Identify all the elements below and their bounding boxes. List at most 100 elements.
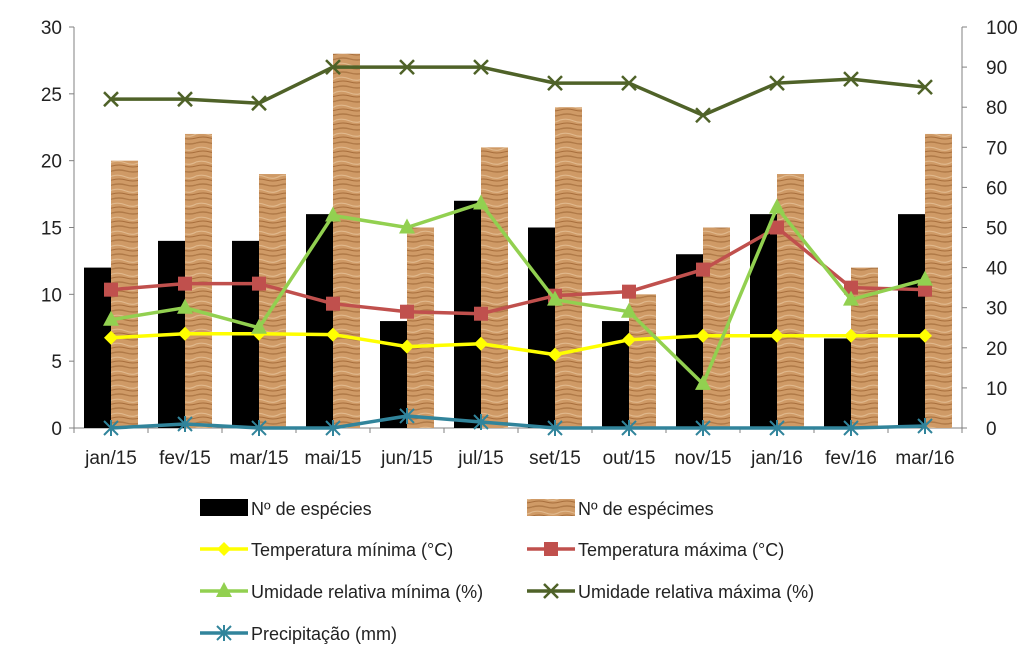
line-marker <box>844 280 858 295</box>
line-marker <box>252 276 266 291</box>
line-marker <box>103 310 119 326</box>
bar-especimes <box>333 53 360 428</box>
x-tick-label: out/15 <box>603 448 656 469</box>
y-right-tick-label: 30 <box>986 299 1007 320</box>
y-right-tick-label: 60 <box>986 178 1007 199</box>
series-Umidade relativa mínima (%) <box>103 194 933 390</box>
line-marker <box>251 95 267 112</box>
line-marker <box>474 306 488 321</box>
legend-item: Nº de espécimes <box>527 499 714 519</box>
line-marker <box>400 339 414 354</box>
line-marker <box>621 302 637 318</box>
line-marker <box>544 542 558 556</box>
y-left-tick-label: 10 <box>41 285 62 306</box>
x-tick-label: jun/15 <box>380 448 433 469</box>
bar-especies <box>898 214 925 428</box>
legend-label: Temperatura mínima (°C) <box>251 540 453 560</box>
line-marker <box>769 198 785 214</box>
line-marker <box>177 298 193 314</box>
y-right-tick-label: 20 <box>986 339 1007 360</box>
line-marker <box>547 290 563 306</box>
line-marker <box>104 282 118 297</box>
series-Temperatura máxima (°C) <box>104 220 932 321</box>
line-marker <box>547 420 563 436</box>
y-left-tick-label: 5 <box>51 352 62 373</box>
line-marker <box>621 420 637 436</box>
line-marker <box>399 218 415 234</box>
lines-layer <box>103 59 933 436</box>
y-left-tick-label: 25 <box>41 85 62 106</box>
line-marker <box>473 194 489 210</box>
legend-item: Precipitação (mm) <box>200 624 397 644</box>
line-marker <box>695 420 711 436</box>
bar-especimes <box>555 107 582 428</box>
line-marker <box>622 332 636 347</box>
line-marker <box>543 583 559 599</box>
line-marker <box>695 107 711 124</box>
legend-label: Temperatura máxima (°C) <box>578 540 784 560</box>
line-marker <box>917 79 933 96</box>
line-marker <box>918 282 932 297</box>
bar-especimes <box>259 174 286 428</box>
line-marker <box>103 91 119 108</box>
line-marker <box>844 328 858 343</box>
y-right-tick-label: 90 <box>986 58 1007 79</box>
legend-item: Nº de espécies <box>200 499 372 519</box>
legend-swatch <box>200 499 248 516</box>
bars-layer <box>84 53 952 429</box>
line-marker <box>769 75 785 92</box>
legend-label: Nº de espécimes <box>578 499 714 519</box>
series-line <box>110 414 926 430</box>
bar-especies <box>676 254 703 428</box>
line-marker <box>473 413 489 430</box>
line-marker <box>325 420 341 436</box>
line-marker <box>103 420 119 436</box>
line-marker <box>621 75 637 92</box>
line-marker <box>216 582 232 597</box>
series-line <box>110 201 926 386</box>
x-tick-label: mai/15 <box>304 448 361 469</box>
y-left-tick-label: 20 <box>41 152 62 173</box>
line-marker <box>178 326 192 341</box>
legend-label: Umidade relativa máxima (%) <box>578 582 814 602</box>
y-right-tick-label: 0 <box>986 419 997 440</box>
series-line <box>110 332 925 357</box>
bar-especies <box>750 214 777 428</box>
line-marker <box>216 625 232 641</box>
series-line <box>111 65 926 117</box>
bar-especimes <box>407 227 434 428</box>
line-marker <box>696 328 710 343</box>
line-marker <box>474 336 488 351</box>
line-marker <box>843 290 859 306</box>
line-marker <box>473 59 489 75</box>
y-right-tick-label: 50 <box>986 219 1007 240</box>
line-marker <box>326 296 340 311</box>
x-tick-label: nov/15 <box>674 448 731 469</box>
x-tick-label: set/15 <box>529 448 581 469</box>
y-left-tick-label: 0 <box>51 419 62 440</box>
x-tick-label: jan/15 <box>84 448 137 469</box>
y-right-tick-label: 100 <box>986 18 1018 39</box>
bar-especimes <box>777 174 804 428</box>
legend-label: Nº de espécies <box>251 499 372 519</box>
y-left-tick-label: 15 <box>41 219 62 240</box>
legend: Nº de espécies Nº de espécimes Temperatura… <box>200 499 814 644</box>
x-tick-label: jul/15 <box>457 448 503 469</box>
line-marker <box>177 415 193 432</box>
line-marker <box>917 417 933 434</box>
legend-item: Umidade relativa mínima (%) <box>200 582 483 602</box>
y-right-tick-label: 70 <box>986 138 1007 159</box>
series-Precipitação (mm) <box>103 407 933 436</box>
line-marker <box>548 347 562 362</box>
line-marker <box>918 328 932 343</box>
bar-especimes <box>481 147 508 429</box>
line-marker <box>843 420 859 436</box>
line-marker <box>843 71 859 88</box>
bar-especies <box>528 227 555 428</box>
line-marker <box>217 542 231 556</box>
line-marker <box>178 276 192 291</box>
line-marker <box>770 328 784 343</box>
line-marker <box>769 420 785 436</box>
line-marker <box>399 407 415 424</box>
